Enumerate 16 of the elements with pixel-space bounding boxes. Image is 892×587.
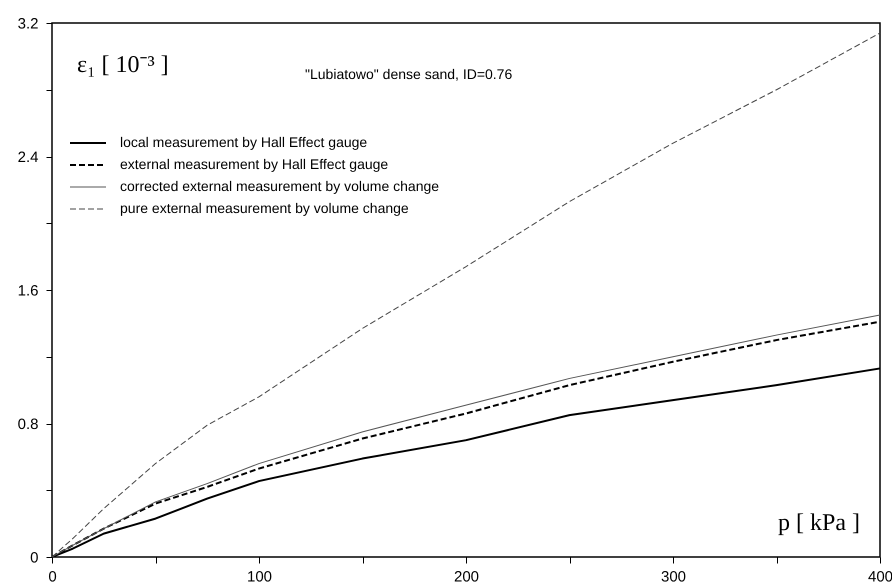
legend-label: external measurement by Hall Effect gauge	[120, 156, 388, 172]
y-axis-title: ε₁ [ 10⁻³ ]	[77, 52, 169, 78]
x-tick-label: 100	[246, 568, 272, 586]
y-tick-label: 1.6	[18, 282, 38, 300]
x-tick-label: 300	[660, 568, 686, 586]
legend-label: pure external measurement by volume change	[120, 200, 409, 216]
y-tick-label: 2.4	[18, 149, 38, 166]
x-axis-title: p [ kPa ]	[778, 510, 860, 536]
y-tick-label: 3.2	[18, 16, 38, 32]
x-tick-label: 200	[454, 568, 480, 586]
x-tick-label: 0	[48, 568, 57, 586]
y-tick-label: 0.8	[18, 416, 38, 433]
annotation: "Lubiatowo" dense sand, ID=0.76	[305, 66, 512, 82]
legend-label: local measurement by Hall Effect gauge	[120, 134, 368, 150]
legend-label: corrected external measurement by volume change	[120, 178, 440, 194]
y-tick-label: 0	[30, 550, 38, 566]
